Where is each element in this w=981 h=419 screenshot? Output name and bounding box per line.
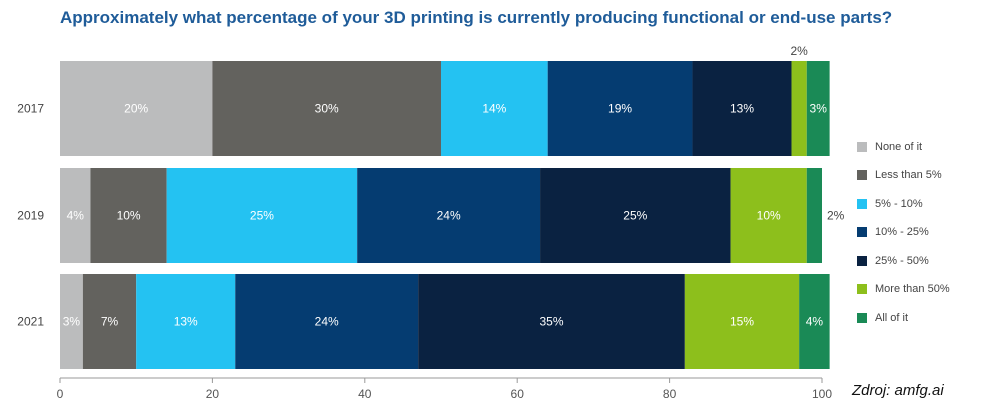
- bar-segment: [166, 168, 358, 263]
- legend-label: Less than 5%: [875, 169, 942, 181]
- data-label: 20%: [124, 102, 148, 116]
- x-tick-label: 40: [358, 387, 372, 401]
- legend-label: 10% - 25%: [875, 226, 929, 238]
- bar-segment: [684, 274, 800, 369]
- legend-item: 10% - 25%: [857, 226, 950, 239]
- bar-segment: [692, 61, 792, 156]
- bar-segment: [235, 274, 419, 369]
- data-label: 13%: [730, 102, 754, 116]
- bar-segment: [806, 168, 822, 263]
- data-label: 4%: [67, 209, 85, 223]
- legend-label: 25% - 50%: [875, 254, 929, 267]
- bar-segment: [60, 274, 83, 369]
- x-tick-label: 60: [511, 387, 525, 401]
- x-tick-label: 80: [663, 387, 677, 401]
- data-label: 3%: [63, 315, 81, 329]
- legend-swatch: [857, 198, 867, 209]
- bar-segment: [60, 61, 213, 156]
- bar-segment: [418, 274, 685, 369]
- category-label: 2017: [17, 102, 44, 116]
- data-label: 25%: [250, 209, 274, 223]
- data-label: 24%: [315, 315, 339, 329]
- legend-item: None of it: [857, 140, 950, 153]
- data-label: 7%: [101, 315, 119, 329]
- x-tick-label: 20: [206, 387, 220, 401]
- legend-label: None of it: [875, 140, 923, 153]
- data-label: 10%: [117, 209, 141, 223]
- legend-item: Less than 5%: [857, 169, 950, 182]
- data-label: 25%: [623, 209, 647, 223]
- legend-swatch: [857, 227, 867, 237]
- legend-label: All of it: [875, 311, 909, 324]
- data-label: 14%: [482, 102, 506, 116]
- bar-segment: [60, 168, 91, 263]
- bar-segment: [441, 61, 548, 156]
- bar-segment: [82, 274, 137, 369]
- bar-segment: [90, 168, 167, 263]
- category-label: 2021: [17, 315, 44, 329]
- legend-swatch: [857, 255, 867, 266]
- bar-segment: [799, 274, 830, 369]
- data-label: 30%: [315, 102, 339, 116]
- legend-item: More than 50%: [857, 283, 950, 296]
- bar-segment: [540, 168, 731, 263]
- legend: None of it Less than 5% 5% - 10% 10% - 25% 2…: [857, 140, 950, 340]
- bar-segment: [806, 61, 830, 156]
- source-credit: Zdroj: amfg.ai: [852, 382, 944, 399]
- data-label: 15%: [730, 315, 754, 329]
- data-label: 2%: [827, 209, 845, 223]
- legend-swatch: [857, 170, 867, 180]
- bar-segment: [547, 61, 693, 156]
- data-label: 2%: [790, 44, 808, 58]
- data-label: 13%: [174, 315, 198, 329]
- bar-segment: [357, 168, 541, 263]
- data-label: 24%: [437, 209, 461, 223]
- legend-item: All of it: [857, 311, 950, 324]
- category-label: 2019: [17, 209, 44, 223]
- bar-segment: [136, 274, 236, 369]
- bar-segment: [730, 168, 807, 263]
- legend-swatch: [857, 141, 867, 152]
- legend-swatch: [857, 284, 867, 294]
- data-label: 10%: [757, 209, 781, 223]
- x-tick-label: 100: [812, 387, 832, 401]
- data-label: 4%: [806, 315, 824, 329]
- data-label: 19%: [608, 102, 632, 116]
- bar-segment: [791, 61, 807, 156]
- data-label: 3%: [810, 102, 828, 116]
- legend-label: 5% - 10%: [875, 197, 923, 210]
- legend-item: 25% - 50%: [857, 254, 950, 267]
- chart-title: Approximately what percentage of your 3D…: [60, 8, 893, 27]
- legend-swatch: [857, 312, 867, 323]
- legend-label: More than 50%: [875, 283, 950, 295]
- data-label: 35%: [539, 315, 563, 329]
- legend-item: 5% - 10%: [857, 197, 950, 210]
- x-tick-label: 0: [57, 387, 64, 401]
- bar-segment: [212, 61, 441, 156]
